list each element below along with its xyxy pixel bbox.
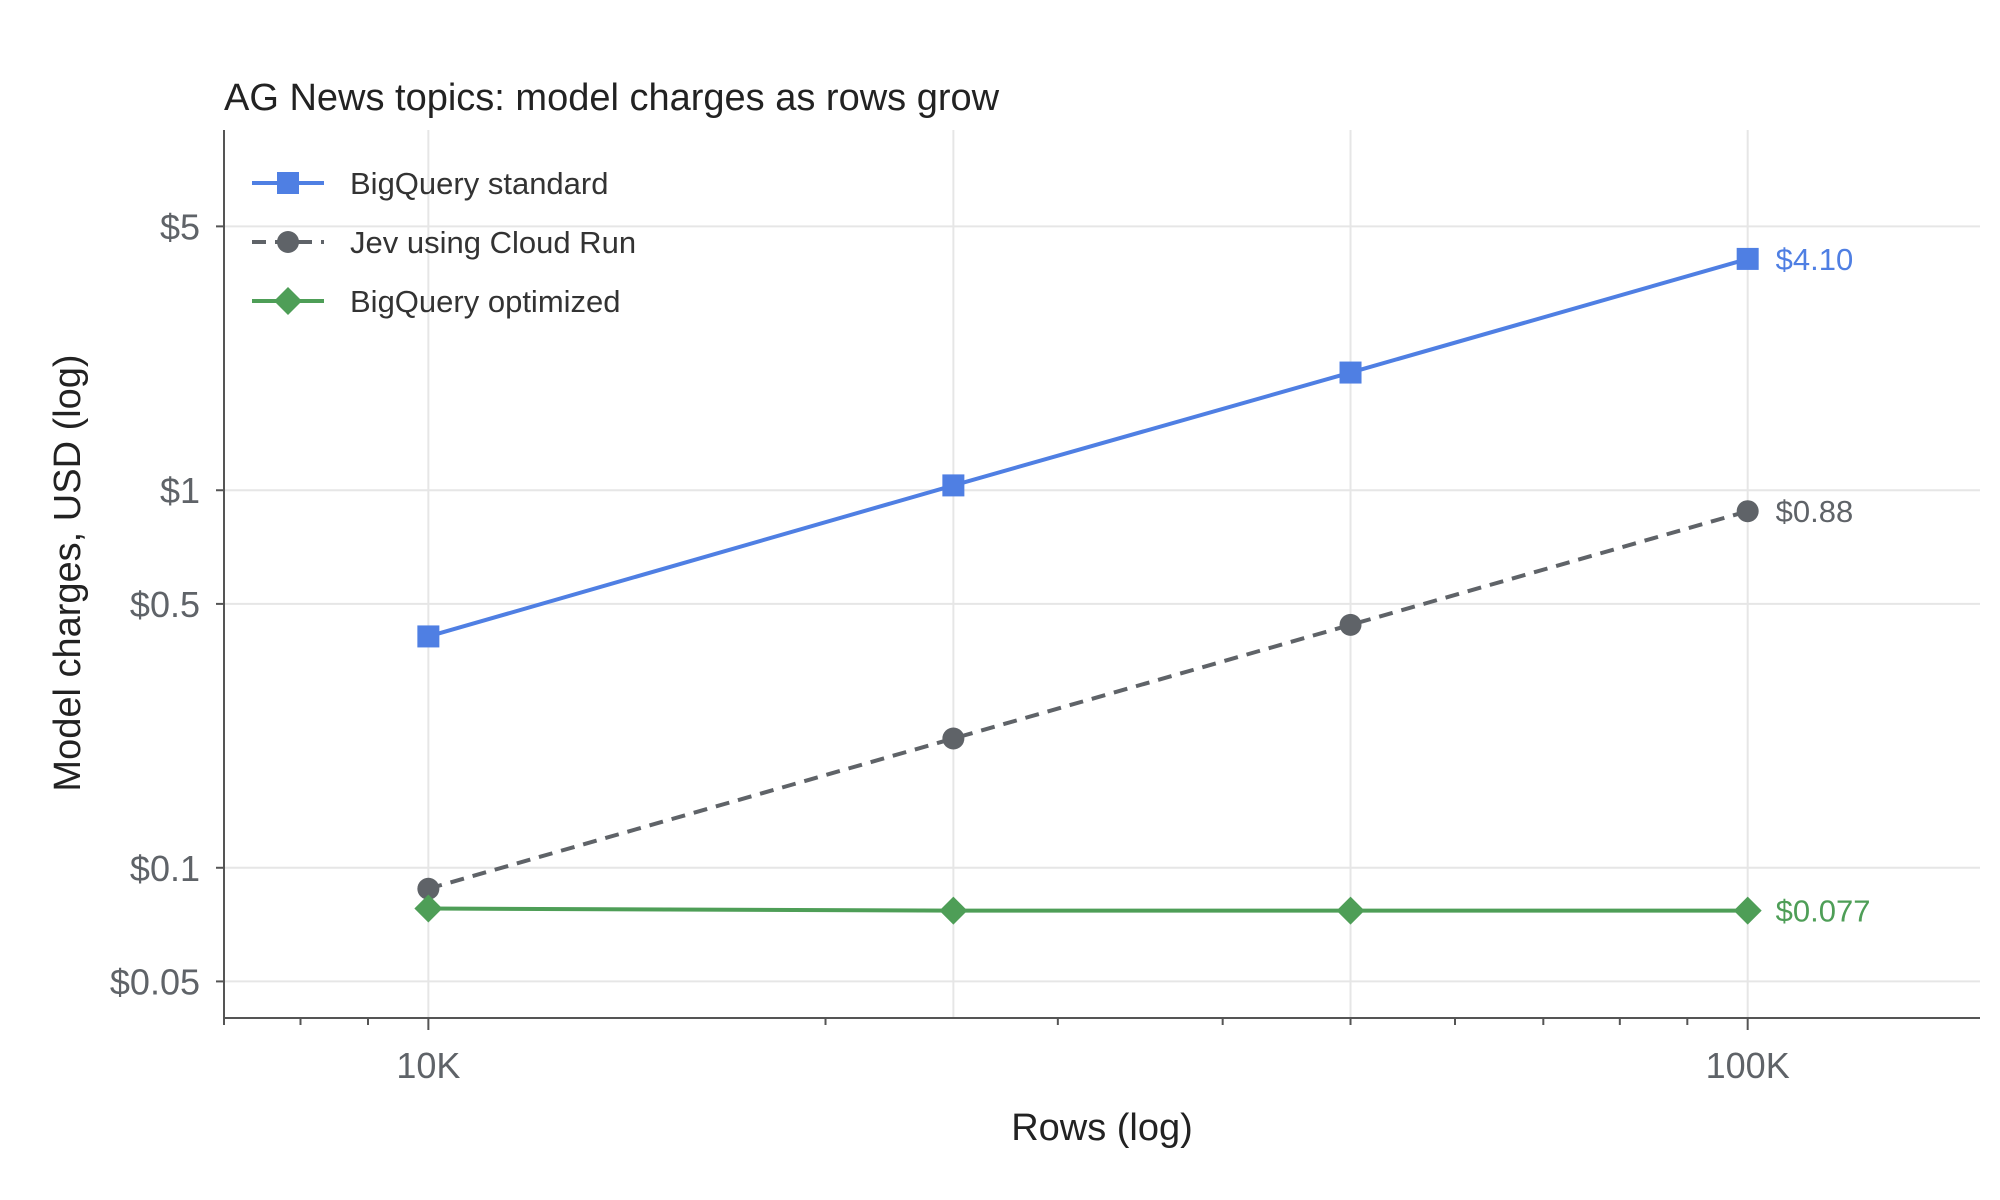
chart-title: AG News topics: model charges as rows gr… [224,77,1000,119]
legend-marker [277,172,299,194]
axes [223,130,1980,1019]
tick-marks: $0.05 $0.1 $0.5 $1 $5 10K 100K [110,206,1790,1086]
data-point [1339,613,1362,636]
legend-marker [277,231,299,253]
data-point [1339,361,1362,384]
x-tick-label: 100K [1706,1045,1790,1086]
series-1: $0.88 [417,494,1853,900]
legend-entry: BigQuery optimized [252,284,621,319]
y-axis-title: Model charges, USD (log) [47,354,89,791]
legend-entry: Jev using Cloud Run [252,225,636,260]
legend-entry: BigQuery standard [252,166,608,201]
series-line [427,256,1749,639]
y-tick-label: $0.1 [130,848,200,889]
series: $4.10 $0.88 $0.077 [414,242,1871,929]
legend-label: BigQuery optimized [350,284,621,319]
series-0: $4.10 [417,242,1853,648]
grid-lines [224,130,1980,1018]
data-point [417,877,440,900]
y-tick-label: $1 [160,470,200,511]
end-value-label: $0.88 [1776,494,1854,529]
legend-label: Jev using Cloud Run [350,225,636,260]
data-point [1733,896,1762,925]
series-2: $0.077 [414,894,1871,929]
legend-marker [274,287,302,315]
end-value-label: $4.10 [1776,242,1854,277]
legend: BigQuery standard Jev using Cloud Run BigQ… [252,166,636,319]
data-point [1336,896,1365,925]
series-line [428,906,1748,913]
data-point [939,896,968,925]
legend-label: BigQuery standard [350,166,608,201]
series-line [427,509,1749,891]
data-point [942,474,965,497]
y-tick-label: $0.05 [110,961,200,1002]
y-tick-label: $0.5 [130,584,200,625]
data-point [1736,500,1759,523]
data-point [1736,247,1759,270]
data-point [942,727,965,750]
end-value-label: $0.077 [1776,894,1871,929]
y-tick-label: $5 [160,206,200,247]
data-point [414,894,443,923]
data-point [417,625,440,648]
x-tick-label: 10K [396,1045,460,1086]
x-axis-title: Rows (log) [1011,1107,1193,1149]
